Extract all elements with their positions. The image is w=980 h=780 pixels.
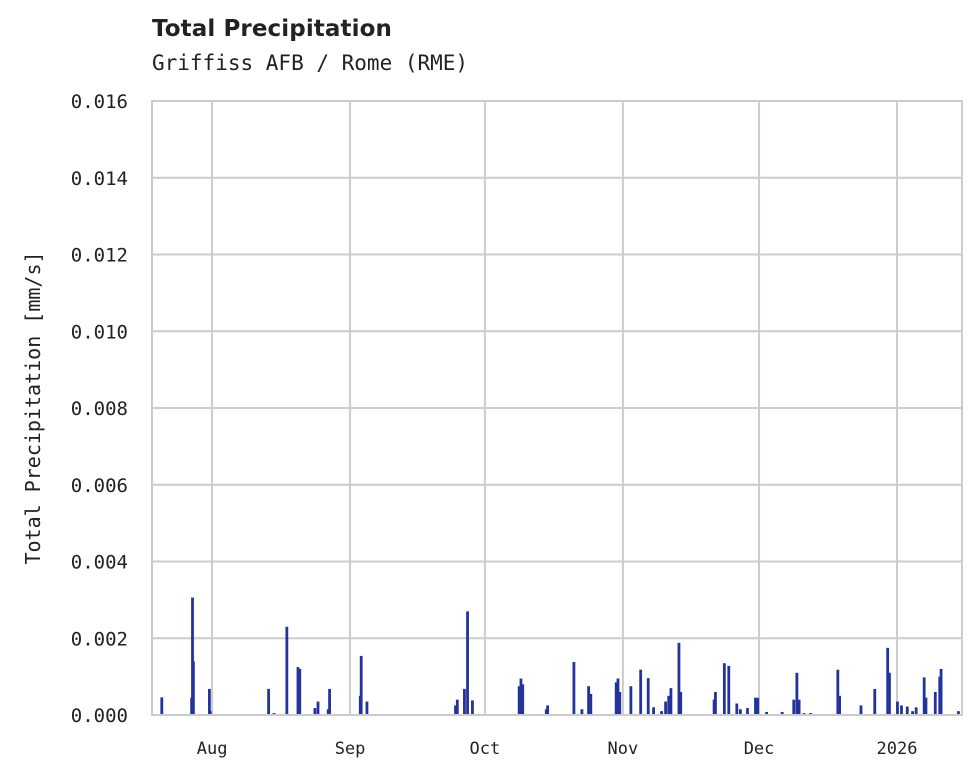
precip-bar [780,711,784,715]
precip-bar [888,672,891,715]
precip-bar [365,701,369,715]
precip-bar [267,688,271,715]
x-tick-label: Oct [470,739,501,759]
precip-bar [521,684,525,715]
precip-bar [957,711,960,715]
precip-bar [756,697,760,715]
precip-bar [727,665,731,715]
precip-bar [924,697,928,715]
y-tick-label: 0.006 [71,475,128,497]
precip-bar [911,711,914,715]
y-tick-label: 0.002 [71,628,128,650]
gridlines [152,100,962,716]
precip-bar [838,695,842,715]
precip-bar [629,686,633,715]
precip-bar [722,663,726,715]
precip-bar [639,669,643,715]
precip-bar [316,701,320,715]
precip-bar [616,678,620,715]
precip-bar [454,705,457,715]
chart-subtitle: Griffiss AFB / Rome (RME) [152,51,469,75]
precip-bar [471,700,474,715]
precipitation-series [160,597,960,715]
precip-bar [669,688,673,715]
precip-bar [587,686,590,715]
precip-bar [900,705,903,715]
precip-bar [738,709,742,715]
precip-bar [285,626,289,715]
y-tick-label: 0.004 [71,552,128,574]
precip-bar [714,691,717,715]
precip-bar [795,672,799,715]
precip-bar [896,701,899,715]
x-tick-label: Sep [335,739,366,759]
precip-bar [746,708,749,715]
precip-bar [922,677,926,715]
precip-bar [836,669,840,715]
precip-bar [664,701,667,715]
precip-bar [859,705,863,715]
precip-bar [618,691,622,715]
y-tick-label: 0.012 [71,245,128,267]
precip-bar [754,697,757,715]
precip-bar [572,662,576,715]
precip-bar [792,699,796,715]
precip-bar [191,661,195,715]
precip-bar [905,706,909,715]
y-axis-ticks: 0.000 0.002 0.004 0.006 0.008 0.010 0.012 0.014… [71,91,128,727]
y-tick-label: 0.010 [71,321,128,343]
precip-bar [735,703,739,715]
precip-bar [589,693,593,715]
precip-bar [546,705,550,715]
x-tick-label: 2026 [877,739,918,759]
precip-bar [519,678,523,715]
precip-bar [646,678,650,715]
precip-bar [208,688,211,715]
precip-bar [517,686,521,715]
precip-bar [677,642,681,715]
precip-bar [660,711,663,715]
precip-bar [466,611,469,715]
plot-frame [151,100,963,716]
precip-bar [939,668,943,715]
precip-bar [208,711,212,715]
x-tick-label: Aug [197,739,228,759]
precip-bar [326,709,330,715]
y-tick-label: 0.016 [71,91,128,113]
precip-bar [667,695,671,715]
precip-bar [160,697,164,715]
precip-bar [359,655,363,715]
precip-bar [296,667,300,715]
precip-bar [614,682,618,715]
precip-bar [679,691,683,715]
precip-bar [914,707,918,715]
precip-bar [580,709,584,715]
x-axis-ticks: Aug Sep Oct Nov Dec 2026 [197,739,918,759]
precip-bar [797,699,801,715]
precip-bar [886,647,890,715]
x-tick-label: Dec [744,739,775,759]
precip-bar [463,688,466,715]
x-tick-label: Nov [608,739,639,759]
precip-bar [652,707,655,715]
precip-bar [765,711,769,715]
precip-bar [313,708,317,715]
precip-bar [191,597,194,715]
precip-bar [298,668,302,715]
y-tick-label: 0.000 [71,705,128,727]
precip-bar [455,699,459,715]
y-tick-label: 0.014 [71,168,128,190]
chart-title: Total Precipitation [152,16,392,42]
precip-bar [933,691,937,715]
precip-bar [328,688,331,715]
precip-bar [873,688,877,715]
y-tick-label: 0.008 [71,398,128,420]
